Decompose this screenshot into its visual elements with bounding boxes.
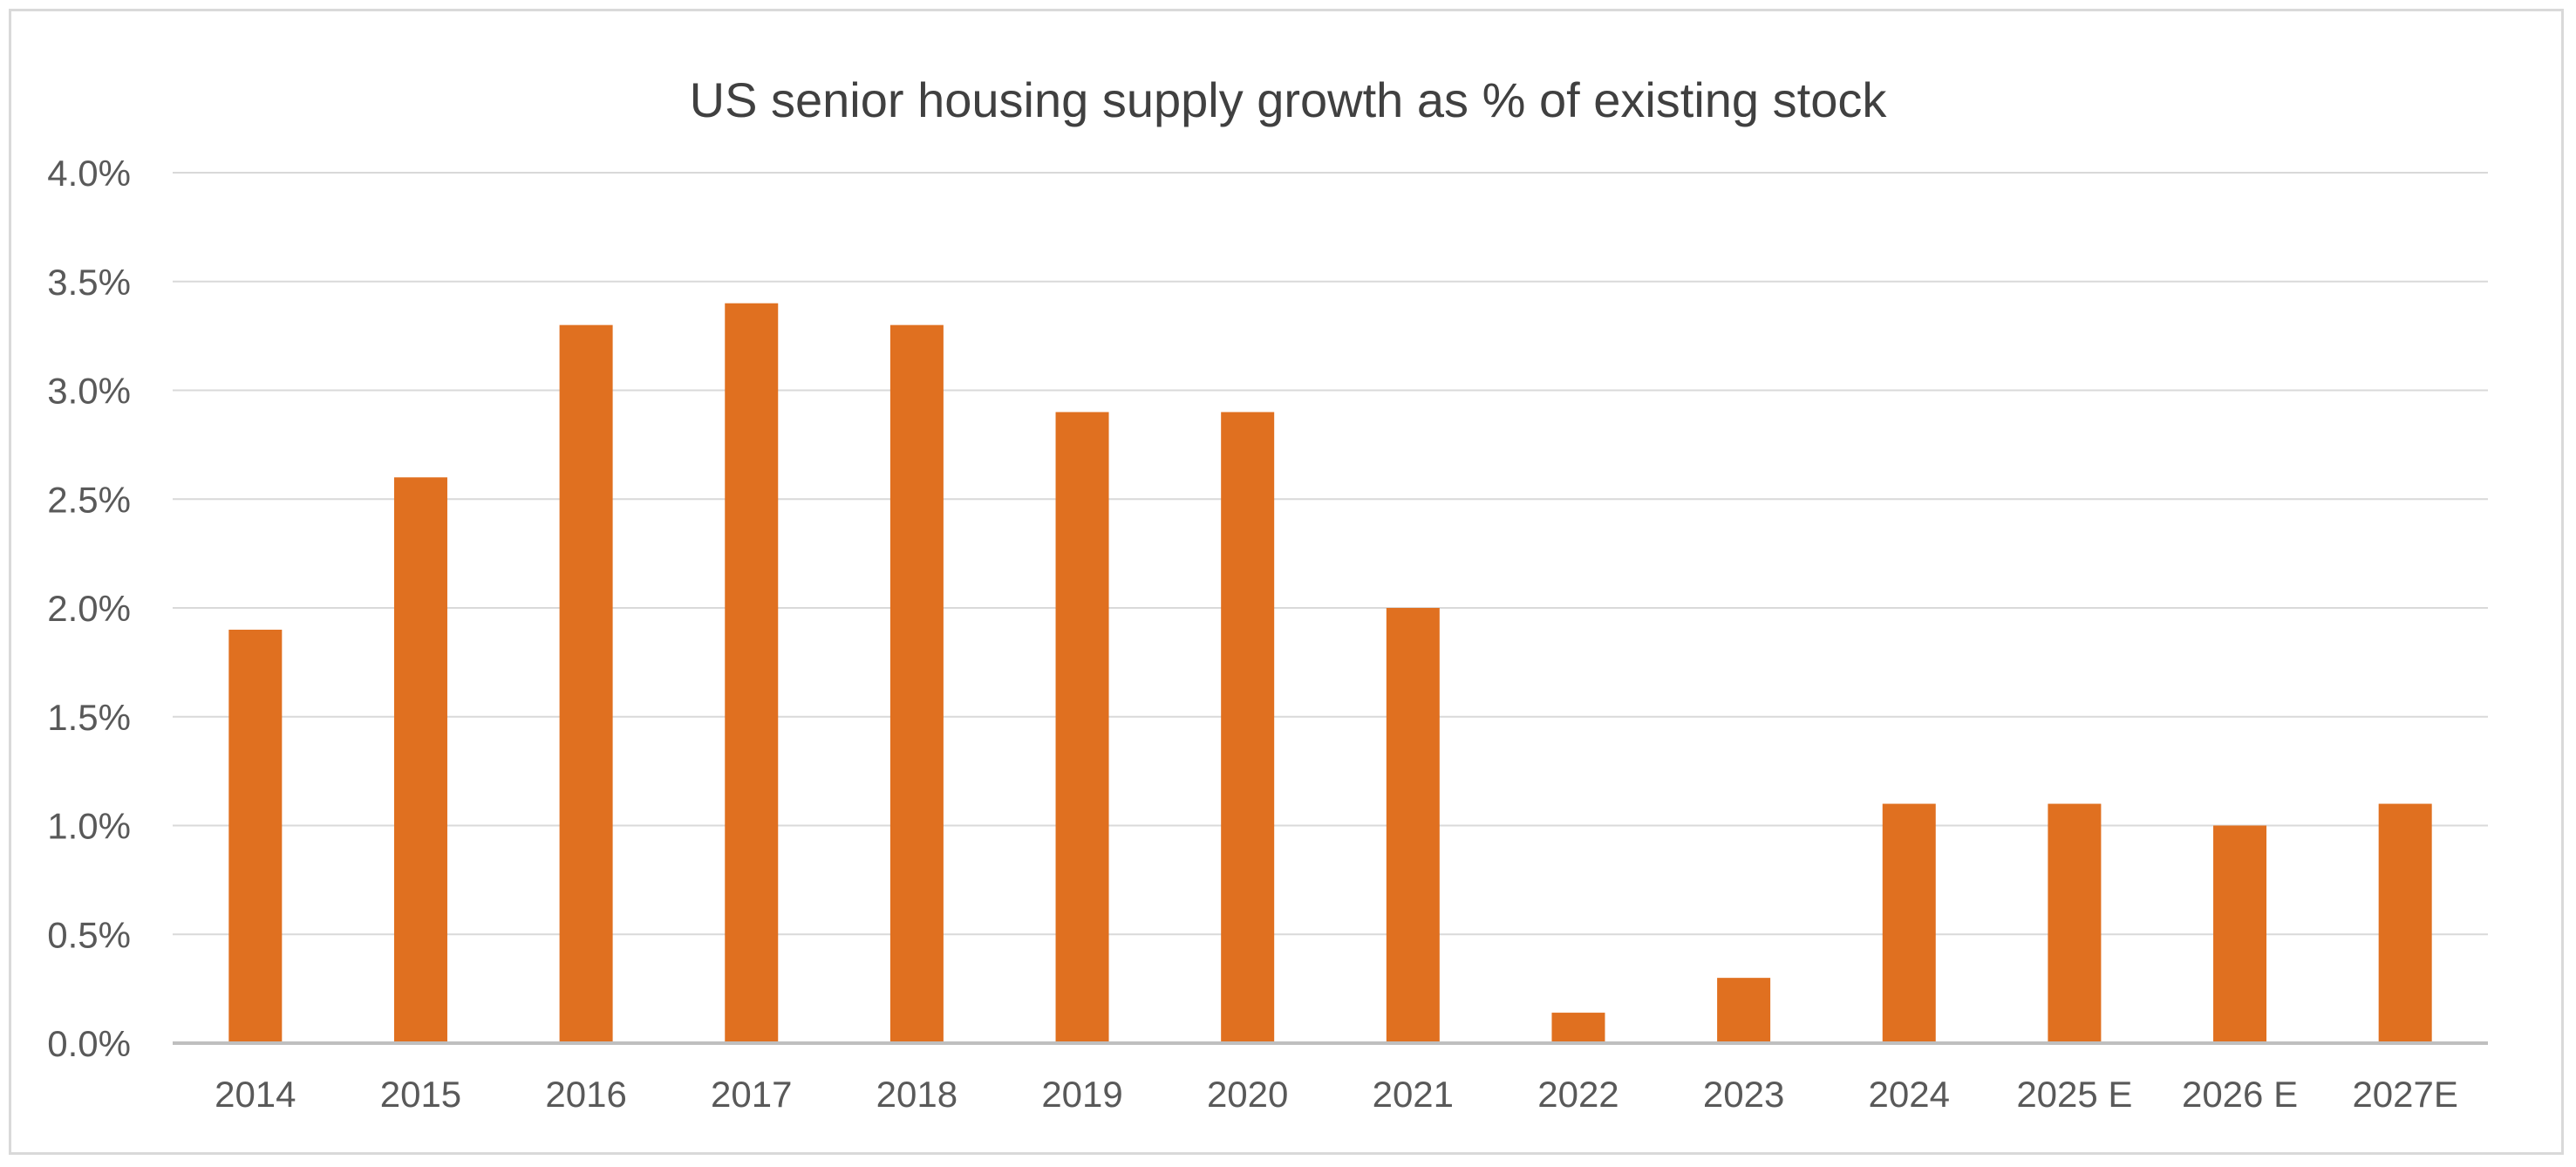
chart-title: US senior housing supply growth as % of … [690,72,1888,127]
y-tick-label: 2.0% [47,588,131,629]
y-tick-label: 4.0% [47,153,131,194]
x-tick-label: 2027E [2352,1074,2457,1115]
y-tick-label: 0.5% [47,914,131,955]
chart-frame: US senior housing supply growth as % of … [9,9,2564,1155]
y-tick-label: 3.5% [47,262,131,303]
bar-2025e [2048,803,2102,1043]
x-tick-label: 2014 [215,1074,296,1115]
y-tick-label: 2.5% [47,479,131,520]
bar-2017 [725,303,779,1043]
gridlines [173,172,2488,936]
y-tick-label: 1.5% [47,697,131,738]
bar-2018 [889,324,944,1043]
x-tick-label: 2022 [1537,1074,1619,1115]
bar-2023 [1717,978,1771,1043]
x-tick-label: 2025 E [2016,1074,2132,1115]
x-tick-label: 2020 [1207,1074,1288,1115]
x-tick-label: 2015 [380,1074,461,1115]
bar-2026e [2213,825,2267,1043]
y-tick-label: 0.0% [47,1023,131,1064]
x-axis-tick-labels: 2014 2015 2016 2017 2018 2019 2020 2021 2022 2023… [215,1074,2458,1115]
x-tick-label: 2021 [1373,1074,1454,1115]
bars [228,303,2432,1043]
bar-2019 [1055,412,1109,1043]
bar-2014 [228,629,283,1043]
bar-chart: US senior housing supply growth as % of … [47,72,2488,1115]
x-tick-label: 2017 [711,1074,792,1115]
y-tick-label: 3.0% [47,371,131,412]
bar-2027e [2378,803,2432,1043]
bar-2024 [1882,803,1936,1043]
x-tick-label: 2018 [876,1074,957,1115]
x-tick-label: 2019 [1041,1074,1122,1115]
bar-2020 [1221,412,1275,1043]
y-tick-label: 1.0% [47,806,131,847]
x-tick-label: 2023 [1703,1074,1784,1115]
bar-2021 [1386,608,1440,1043]
bar-2015 [393,477,447,1043]
bar-2022 [1551,1013,1605,1043]
x-tick-label: 2026 E [2182,1074,2298,1115]
x-tick-label: 2024 [1869,1074,1950,1115]
y-axis-tick-labels: 0.0% 0.5% 1.0% 1.5% 2.0% 2.5% 3.0% 3.5% 4.0% [47,153,131,1064]
bar-2016 [559,324,613,1043]
x-tick-label: 2016 [545,1074,626,1115]
